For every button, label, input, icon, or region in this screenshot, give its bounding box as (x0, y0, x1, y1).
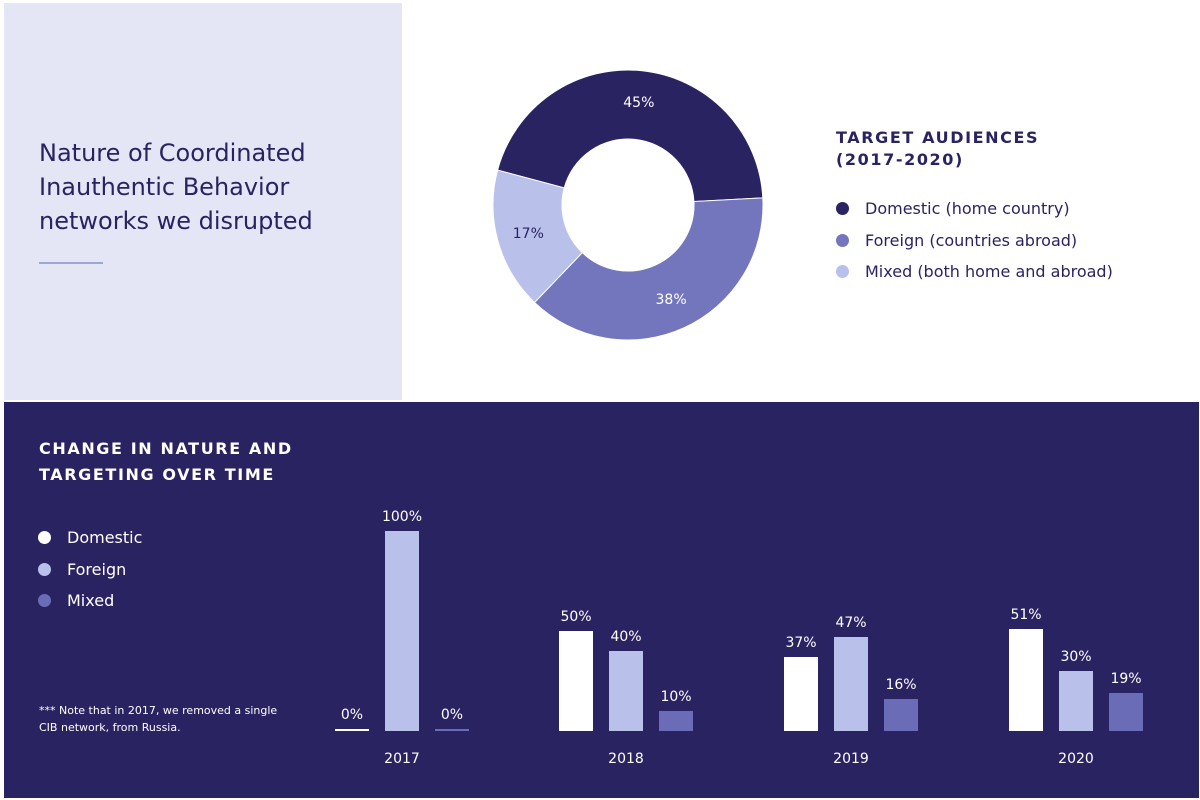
donut-label-foreign: 38% (656, 292, 687, 308)
bar-legend-dot-foreign (38, 562, 51, 576)
bar-legend-item-foreign: Foreign (38, 554, 142, 586)
x-tick-2019: 2019 (833, 751, 869, 767)
legend-dot-foreign (836, 233, 849, 247)
bar-label-2020-foreign: 30% (1060, 649, 1091, 665)
bar-2019-domestic (784, 657, 818, 731)
bar-legend-label-domestic: Domestic (67, 528, 143, 548)
donut-legend: Domestic (home country) Foreign (countri… (836, 193, 1113, 288)
legend-label-domestic: Domestic (home country) (865, 199, 1070, 219)
bar-label-2019-foreign: 47% (835, 615, 866, 631)
donut-label-mixed: 17% (513, 226, 544, 242)
legend-dot-mixed (836, 265, 849, 279)
bar-label-2018-domestic: 50% (560, 609, 591, 625)
intro-panel (4, 3, 402, 400)
x-tick-2020: 2020 (1058, 751, 1094, 767)
bar-label-2020-domestic: 51% (1010, 607, 1041, 623)
donut-slice-mixed (492, 169, 584, 304)
bar-label-2020-mixed: 19% (1110, 671, 1141, 687)
bar-2018-domestic (559, 631, 593, 731)
bar-2020-domestic (1009, 629, 1043, 731)
bar-legend-item-mixed: Mixed (38, 585, 142, 617)
bar-chart-panel (4, 402, 1199, 798)
bar-legend-item-domestic: Domestic (38, 522, 142, 554)
bar-legend-dot-domestic (38, 531, 51, 545)
donut-legend-item-foreign: Foreign (countries abroad) (836, 225, 1113, 257)
bar-legend-label-foreign: Foreign (67, 559, 127, 579)
donut-legend-item-mixed: Mixed (both home and abroad) (836, 256, 1113, 288)
bar-2017-mixed (435, 729, 469, 731)
bar-legend: Domestic Foreign Mixed (38, 522, 142, 617)
donut-label-domestic: 45% (623, 95, 654, 111)
legend-label-foreign: Foreign (countries abroad) (865, 230, 1078, 250)
bar-2020-foreign (1059, 671, 1093, 731)
bar-label-2017-domestic: 0% (341, 707, 363, 723)
bar-label-2019-mixed: 16% (885, 677, 916, 693)
bar-chart-title: CHANGE IN NATURE AND TARGETING OVER TIME (39, 439, 293, 484)
bar-2019-mixed (884, 699, 918, 731)
bar-2018-foreign (609, 651, 643, 731)
bar-label-2017-foreign: 100% (382, 509, 422, 525)
bar-2018-mixed (659, 711, 693, 731)
legend-dot-domestic (836, 202, 849, 216)
bar-2019-foreign (834, 637, 868, 731)
bar-label-2017-mixed: 0% (441, 707, 463, 723)
bar-label-2018-mixed: 10% (660, 689, 691, 705)
donut-slice-foreign (533, 197, 764, 341)
donut-legend-item-domestic: Domestic (home country) (836, 193, 1113, 225)
bar-label-2019-domestic: 37% (785, 635, 816, 651)
bar-label-2018-foreign: 40% (610, 629, 641, 645)
bar-legend-label-mixed: Mixed (67, 591, 115, 611)
legend-label-mixed: Mixed (both home and abroad) (865, 262, 1113, 282)
donut-slice-domestic (496, 69, 764, 203)
page-title: Nature of Coordinated Inauthentic Behavi… (39, 139, 313, 235)
x-tick-2017: 2017 (384, 751, 420, 767)
footnote: *** Note that in 2017, we removed a sing… (39, 704, 278, 734)
bar-2017-foreign (385, 531, 419, 731)
x-tick-2018: 2018 (608, 751, 644, 767)
bar-2017-domestic (335, 729, 369, 731)
title-divider (39, 262, 103, 264)
bar-2020-mixed (1109, 693, 1143, 731)
donut-legend-title: TARGET AUDIENCES (2017-2020) (836, 128, 1040, 169)
bar-legend-dot-mixed (38, 594, 51, 608)
